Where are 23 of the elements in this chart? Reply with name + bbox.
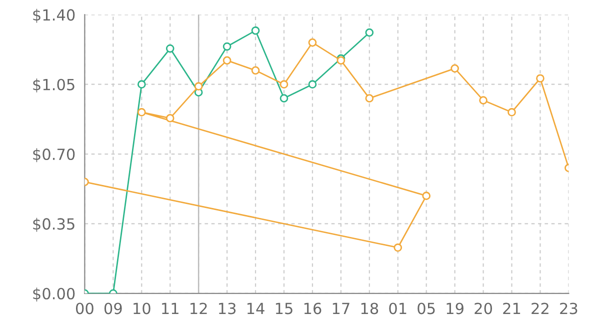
x-tick-label: 05 [418,302,435,314]
x-tick-label: 16 [304,302,322,314]
x-tick-label: 19 [446,302,464,314]
x-tick-label: 10 [134,302,150,314]
x-tick-label: 01 [389,302,406,314]
x-tick-label: 15 [276,302,292,314]
x-tick-label: 00 [76,302,94,314]
y-tick-label: $0.35 [33,218,74,232]
x-tick-label: 21 [503,302,520,314]
x-tick-label: 11 [162,302,178,314]
x-tick-label: 14 [247,302,264,314]
x-tick-label: 22 [532,302,548,314]
x-tick-label: 20 [474,302,492,314]
x-tick-label: 17 [332,302,350,314]
y-tick-label: $0.70 [33,148,75,162]
x-tick-label: 12 [190,302,207,314]
y-tick-label: $1.40 [33,8,75,23]
x-tick-label: 09 [104,302,122,314]
x-tick-label: 13 [219,302,236,314]
y-tick-label: $1.05 [33,78,74,92]
x-tick-label: 18 [361,302,378,314]
x-tick-label: 23 [560,302,578,314]
y-tick-label: $0.00 [33,288,75,302]
